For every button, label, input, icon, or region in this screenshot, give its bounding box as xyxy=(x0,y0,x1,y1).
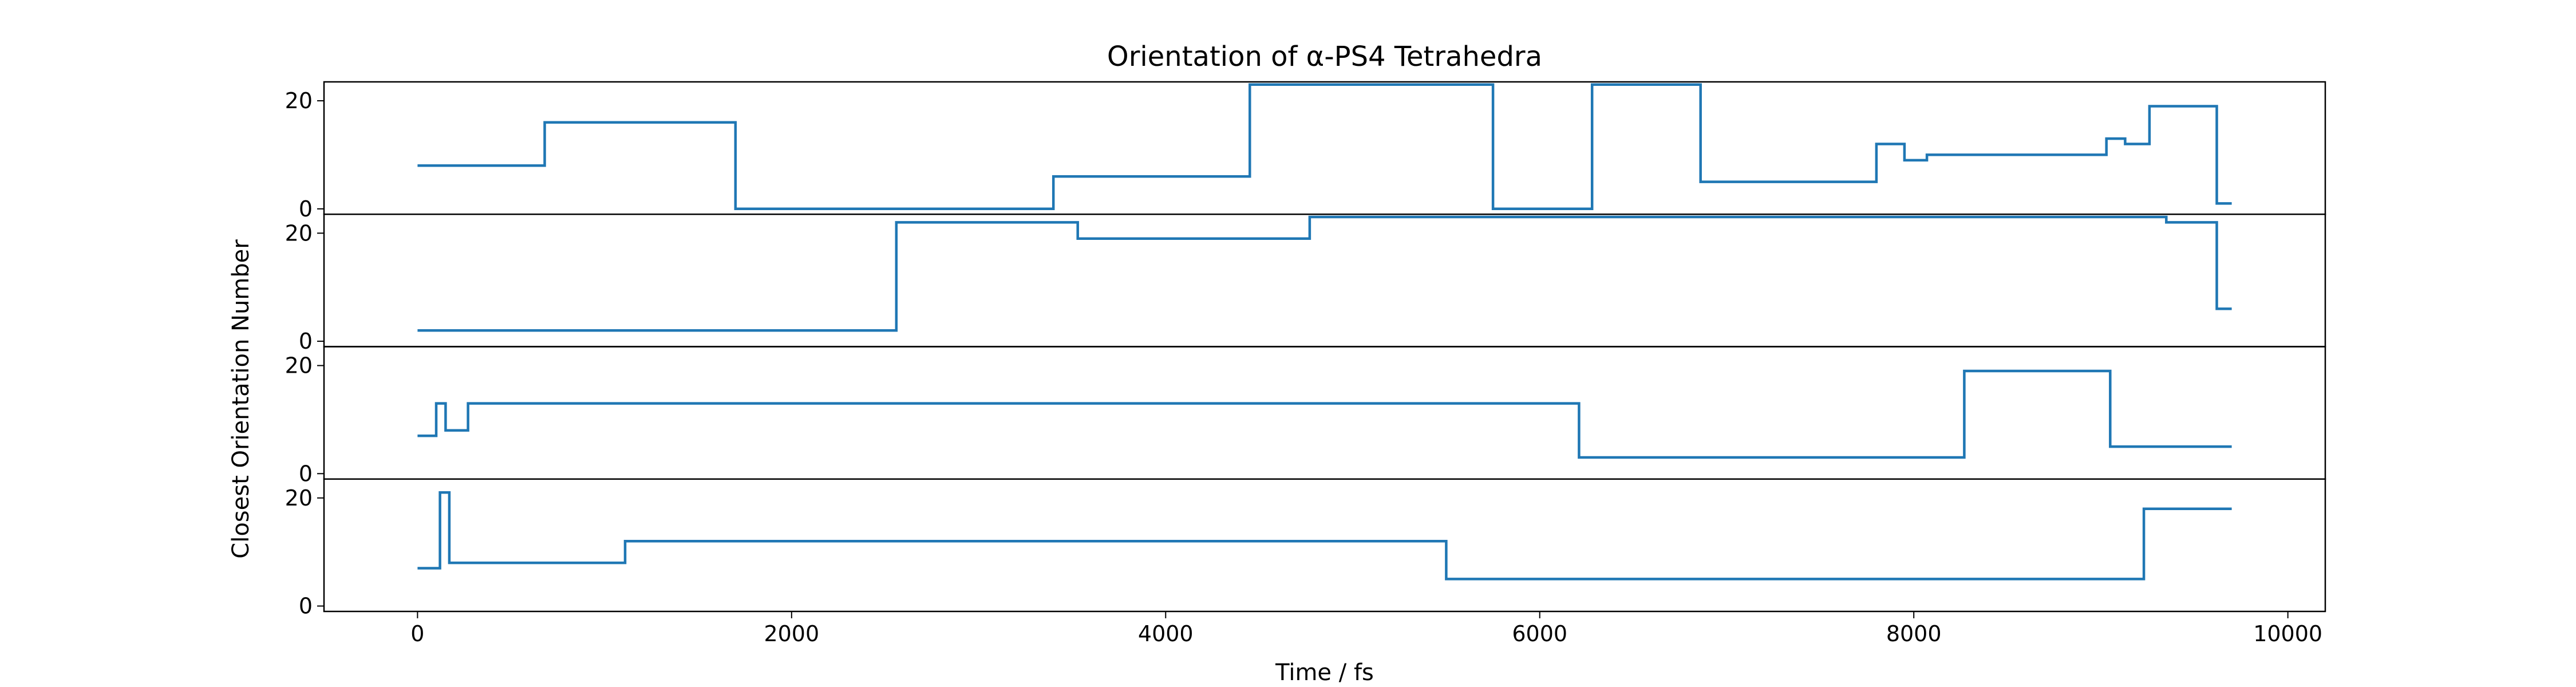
y-tick-label: 20 xyxy=(285,485,313,511)
x-tick-label: 8000 xyxy=(1886,621,1942,646)
y-axis-label: Closest Orientation Number xyxy=(228,239,254,559)
y-tick-label: 20 xyxy=(285,353,313,378)
x-tick-label: 2000 xyxy=(764,621,819,646)
x-tick-label: 6000 xyxy=(1512,621,1567,646)
series-line-panel-4 xyxy=(417,491,2232,581)
x-tick-label: 4000 xyxy=(1138,621,1194,646)
x-tick-label: 0 xyxy=(410,621,424,646)
y-tick-label: 20 xyxy=(285,88,313,113)
x-axis-label: Time / fs xyxy=(1275,660,1374,686)
y-tick-label: 0 xyxy=(299,594,313,619)
series-line-panel-2 xyxy=(417,215,2232,332)
y-tick-label: 0 xyxy=(299,461,313,486)
y-tick-label: 20 xyxy=(285,220,313,246)
chart-title: Orientation of α-PS4 Tetrahedra xyxy=(1107,41,1542,73)
series-line-panel-3 xyxy=(417,369,2232,459)
y-tick-label: 0 xyxy=(299,329,313,354)
panel-4-frame xyxy=(323,478,2326,613)
x-tick-label: 10000 xyxy=(2253,621,2322,646)
y-tick-label: 0 xyxy=(299,196,313,222)
series-line-panel-1 xyxy=(417,83,2232,211)
